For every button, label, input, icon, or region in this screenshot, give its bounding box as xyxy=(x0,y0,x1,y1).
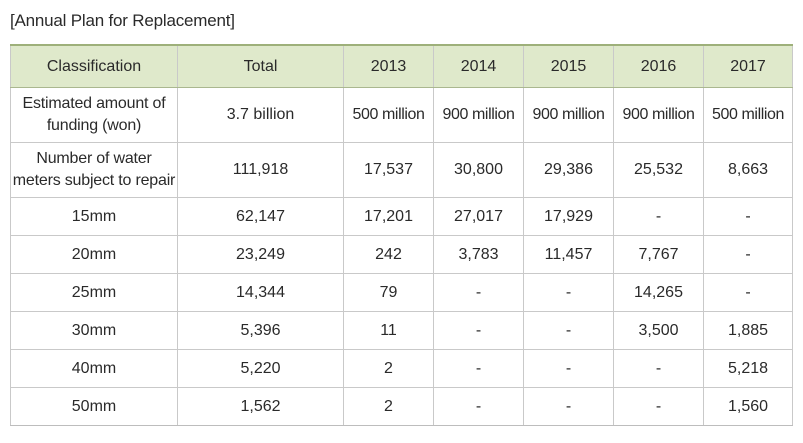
row-label: 50mm xyxy=(10,387,178,426)
table-cell: 17,537 xyxy=(343,142,434,198)
table-cell: 29,386 xyxy=(523,142,614,198)
table-cell: - xyxy=(433,273,524,312)
row-label: 20mm xyxy=(10,235,178,274)
header-2016: 2016 xyxy=(613,44,704,88)
table-cell: 2 xyxy=(343,387,434,426)
table-cell: 17,201 xyxy=(343,197,434,236)
table-cell: 1,885 xyxy=(703,311,793,350)
table-cell: - xyxy=(523,349,614,388)
header-total: Total xyxy=(177,44,344,88)
header-classification: Classification xyxy=(10,44,178,88)
table-cell: 900 million xyxy=(523,87,614,143)
table-cell: 2 xyxy=(343,349,434,388)
row-label: Number of water meters subject to repair xyxy=(10,142,178,198)
table-cell: - xyxy=(523,387,614,426)
table-cell: - xyxy=(523,273,614,312)
row-label: 40mm xyxy=(10,349,178,388)
table-cell: 23,249 xyxy=(177,235,344,274)
table-cell: 11 xyxy=(343,311,434,350)
table-cell: - xyxy=(613,197,704,236)
header-row: Classification Total 2013 2014 2015 2016… xyxy=(10,44,793,88)
table-cell: 27,017 xyxy=(433,197,524,236)
table-row: 30mm 5,396 11 - - 3,500 1,885 xyxy=(10,311,793,350)
table-cell: - xyxy=(613,387,704,426)
table-caption: [Annual Plan for Replacement] xyxy=(10,11,235,30)
table-cell: - xyxy=(433,311,524,350)
table-cell: 17,929 xyxy=(523,197,614,236)
row-label: 25mm xyxy=(10,273,178,312)
row-label: Estimated amount of funding (won) xyxy=(10,87,178,143)
table-row: 20mm 23,249 242 3,783 11,457 7,767 - xyxy=(10,235,793,274)
table-cell: 242 xyxy=(343,235,434,274)
table-cell: - xyxy=(703,235,793,274)
table-row: Number of water meters subject to repair… xyxy=(10,142,793,198)
table-cell: 3.7 billion xyxy=(177,87,344,143)
replacement-plan-table: Classification Total 2013 2014 2015 2016… xyxy=(10,44,793,426)
table-cell: - xyxy=(433,387,524,426)
header-2013: 2013 xyxy=(343,44,434,88)
row-label: 15mm xyxy=(10,197,178,236)
table-cell: 500 million xyxy=(343,87,434,143)
header-2014: 2014 xyxy=(433,44,524,88)
table-cell: 5,218 xyxy=(703,349,793,388)
table-cell: 79 xyxy=(343,273,434,312)
table-cell: - xyxy=(613,349,704,388)
table-cell: - xyxy=(433,349,524,388)
table-cell: 30,800 xyxy=(433,142,524,198)
table-cell: 7,767 xyxy=(613,235,704,274)
table-cell: 111,918 xyxy=(177,142,344,198)
table-row: 40mm 5,220 2 - - - 5,218 xyxy=(10,349,793,388)
row-label: 30mm xyxy=(10,311,178,350)
table-cell: 1,560 xyxy=(703,387,793,426)
table-cell: 3,500 xyxy=(613,311,704,350)
table-cell: 5,220 xyxy=(177,349,344,388)
table-cell: 11,457 xyxy=(523,235,614,274)
table-row: Estimated amount of funding (won) 3.7 bi… xyxy=(10,87,793,143)
table-cell: - xyxy=(703,197,793,236)
table-cell: 14,344 xyxy=(177,273,344,312)
table-cell: 5,396 xyxy=(177,311,344,350)
table-row: 15mm 62,147 17,201 27,017 17,929 - - xyxy=(10,197,793,236)
table-cell: - xyxy=(523,311,614,350)
table-cell: 14,265 xyxy=(613,273,704,312)
header-2015: 2015 xyxy=(523,44,614,88)
table-cell: 8,663 xyxy=(703,142,793,198)
table-cell: 500 million xyxy=(703,87,793,143)
header-2017: 2017 xyxy=(703,44,793,88)
table-row: 50mm 1,562 2 - - - 1,560 xyxy=(10,387,793,426)
table-cell: 1,562 xyxy=(177,387,344,426)
table-cell: 3,783 xyxy=(433,235,524,274)
table-cell: - xyxy=(703,273,793,312)
table-cell: 25,532 xyxy=(613,142,704,198)
table-cell: 62,147 xyxy=(177,197,344,236)
table-cell: 900 million xyxy=(613,87,704,143)
table-cell: 900 million xyxy=(433,87,524,143)
table-row: 25mm 14,344 79 - - 14,265 - xyxy=(10,273,793,312)
